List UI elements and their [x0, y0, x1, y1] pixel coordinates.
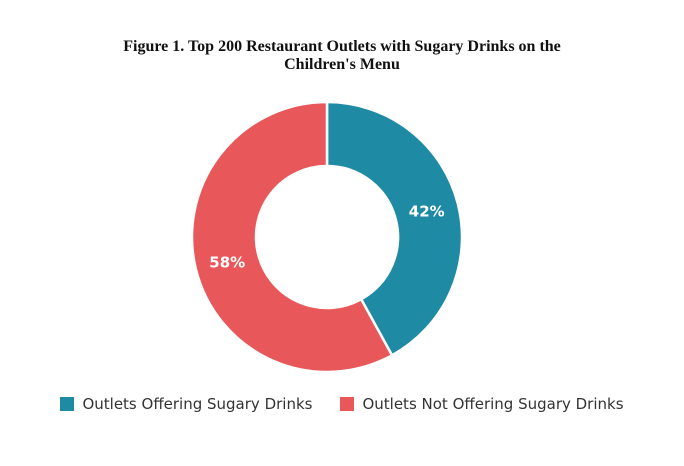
legend-label-not-offering: Outlets Not Offering Sugary Drinks — [362, 395, 624, 413]
legend-label-offering: Outlets Offering Sugary Drinks — [82, 395, 313, 413]
legend-item-not-offering: Outlets Not Offering Sugary Drinks — [340, 395, 624, 413]
chart-title-line-2: Children's Menu — [284, 56, 400, 73]
chart-legend: Outlets Offering Sugary Drinks Outlets N… — [0, 395, 684, 413]
legend-item-offering: Outlets Offering Sugary Drinks — [60, 395, 312, 413]
chart-title: Figure 1. Top 200 Restaurant Outlets wit… — [0, 38, 684, 74]
slice-not-offering — [190, 100, 394, 374]
slice-offering — [325, 100, 464, 358]
legend-swatch-not-offering — [340, 397, 355, 411]
slice-label-offering: 42% — [409, 202, 445, 220]
chart-title-line-1: Figure 1. Top 200 Restaurant Outlets wit… — [123, 38, 561, 55]
slice-label-not-offering: 58% — [209, 254, 245, 272]
donut-chart: 42% 58% — [190, 100, 464, 374]
legend-swatch-offering — [60, 397, 75, 411]
